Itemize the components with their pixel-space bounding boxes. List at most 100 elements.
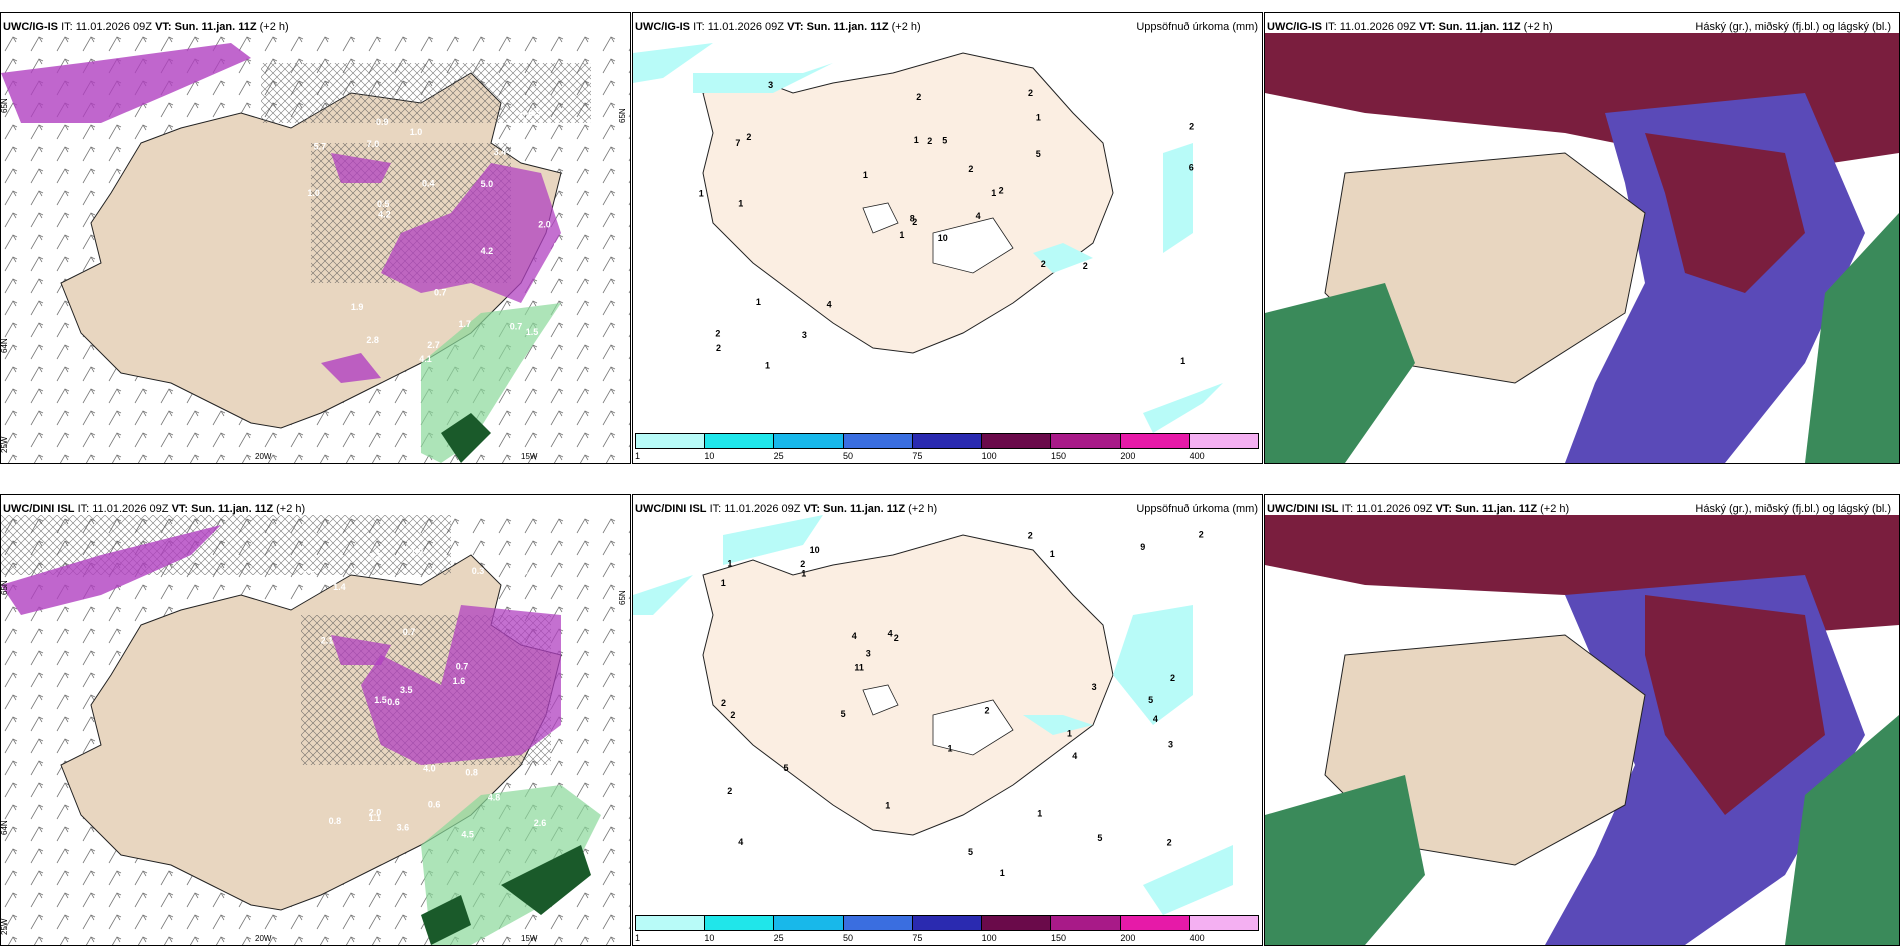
- map-value-label: 2: [1170, 673, 1175, 683]
- wind-snow-map: 5.7 7.05.02.74.84.14.24.20.51.30.50.93.41…: [1, 33, 630, 463]
- map-value-label: 1: [1050, 549, 1055, 559]
- map-value-label: 1: [727, 558, 732, 568]
- colorbar-tick: 25: [773, 933, 784, 943]
- vt-label: VT:: [1435, 503, 1453, 515]
- panel-header: UWC/DINI ISL IT: 11.01.2026 09Z VT: Sun.…: [635, 503, 937, 515]
- map-value-label: 1: [914, 135, 919, 145]
- map-value-label: 1: [738, 198, 743, 208]
- vt-label: VT:: [787, 21, 804, 33]
- map-value-label: 5: [1036, 149, 1041, 159]
- lead-time: (+2 h): [1540, 503, 1570, 515]
- map-value-label: 1.5: [374, 695, 387, 705]
- panel-header: UWC/IG-IS IT: 11.01.2026 09Z VT: Sun. 11…: [635, 21, 921, 33]
- map-value-label: 4.2: [481, 246, 494, 256]
- colorbar-tick: 150: [1051, 933, 1067, 943]
- map-value-label: 0.7: [434, 287, 447, 297]
- colorbar-swatch: [1051, 916, 1121, 930]
- map-value-label: 2: [721, 698, 726, 708]
- vt-label: VT:: [1419, 21, 1436, 33]
- map-value-label: 6: [1189, 163, 1194, 173]
- map-value-label: 1.5: [526, 327, 539, 337]
- map-value-label: 0.6: [387, 697, 400, 707]
- map-value-label: 1.3: [561, 246, 574, 256]
- map-value-label: 10: [810, 545, 820, 555]
- map-value-label: 4: [827, 299, 832, 309]
- colorbar: [635, 433, 1259, 449]
- colorbar-tick: 50: [843, 451, 854, 461]
- lon-label-left: 25W: [1, 436, 9, 453]
- map-value-label: 2: [1028, 88, 1033, 98]
- map-value-label: 2: [985, 706, 990, 716]
- map-value-label: 3: [866, 649, 871, 659]
- colorbar-swatch: [774, 434, 844, 448]
- map-value-label: 2: [1041, 259, 1046, 269]
- lat-label-bottom: 64N: [1, 820, 9, 835]
- colorbar-tick: 75: [912, 933, 923, 943]
- it-label: IT:: [1325, 21, 1337, 33]
- lon-label-left: 25W: [1, 918, 9, 935]
- map-value-label: 1: [899, 230, 904, 240]
- map-value-label: 2: [716, 343, 721, 353]
- colorbar-swatch: [1120, 434, 1190, 448]
- map-value-label: 2: [800, 559, 805, 569]
- map-value-label: 5: [784, 763, 789, 773]
- map-value-label: 3: [768, 80, 773, 90]
- map-value-label: 5.0: [481, 179, 494, 189]
- map-value-label: 4.5: [461, 830, 474, 840]
- it-label: IT:: [709, 503, 722, 515]
- map-value-label: 0.8: [329, 816, 342, 826]
- map-value-label: 2: [894, 633, 899, 643]
- it-value: 11.01.2026 09Z: [1339, 21, 1416, 33]
- lat-label-bottom: 64N: [1, 338, 9, 353]
- lon-label-right: 15W: [521, 934, 538, 943]
- colorbar-tick: 100: [981, 451, 997, 461]
- colorbar-ticks: 1 10 25 50 75 100 150 200 400: [635, 933, 1259, 945]
- cloud-title: Háský (gr.), miðský (fj.bl.) og lágský (…: [1695, 503, 1891, 515]
- it-value: 11.01.2026 09Z: [724, 503, 801, 515]
- map-value-label: 2.0: [538, 220, 551, 230]
- colorbar-swatch: [843, 916, 913, 930]
- colorbar-tick: 400: [1189, 933, 1205, 943]
- lon-label-right: 15W: [521, 452, 538, 461]
- vt-label: VT:: [155, 21, 172, 33]
- map-value-label: 10: [938, 233, 948, 243]
- map-value-label: 0.5: [554, 241, 567, 251]
- map-value-label: 1.4: [333, 582, 346, 592]
- map-value-label: 5: [841, 709, 846, 719]
- map-value-label: 2: [999, 186, 1004, 196]
- lead-time: (+2 h): [908, 503, 938, 515]
- map-value-label: 7.0: [367, 139, 380, 149]
- map-value-label: 4.8: [488, 792, 501, 802]
- map-value-label: 5: [968, 847, 973, 857]
- lead-time: (+2 h): [276, 503, 306, 515]
- map-value-label: 0.7: [510, 321, 523, 331]
- map-value-label: 2.8: [366, 335, 379, 345]
- colorbar-ticks: 1 10 25 50 75 100 150 200 400: [635, 451, 1259, 463]
- map-value-label: 4.1: [419, 354, 432, 364]
- map-value-label: 1.5: [303, 570, 316, 580]
- map-value-label: 1.6: [453, 676, 466, 686]
- wind-snow-map: 3.64.52.04.82.11.41.52.61.90.70.90.63.54…: [1, 515, 630, 945]
- map-value-label: 2.6: [534, 818, 547, 828]
- vt-label: VT:: [171, 503, 189, 515]
- model-name: UWC/DINI ISL: [635, 503, 707, 515]
- colorbar-tick: 400: [1189, 451, 1205, 461]
- map-value-label: 9: [1140, 542, 1145, 552]
- map-value-label: 0.5: [377, 199, 390, 209]
- model-name: UWC/IG-IS: [1267, 21, 1322, 33]
- lat-label-top: 65N: [1, 98, 9, 113]
- map-value-label: 2.0: [369, 808, 382, 818]
- vt-value: Sun. 11.jan. 11Z: [191, 503, 274, 515]
- map-value-label: 2: [1189, 122, 1194, 132]
- it-value: 11.01.2026 09Z: [707, 21, 784, 33]
- colorbar-swatch: [1051, 434, 1121, 448]
- map-value-label: 2.7: [427, 340, 440, 350]
- map-value-label: 4.2: [378, 210, 391, 220]
- colorbar-swatch: [912, 916, 983, 930]
- map-value-label: 1: [863, 170, 868, 180]
- colorbar-tick: 200: [1120, 451, 1136, 461]
- colorbar-swatch: [1120, 916, 1190, 930]
- colorbar-tick: 25: [773, 451, 784, 461]
- map-value-label: 1.9: [411, 547, 424, 557]
